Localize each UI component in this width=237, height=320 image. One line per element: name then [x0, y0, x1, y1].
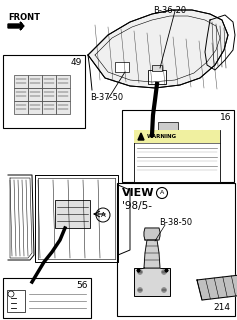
Bar	[56, 101, 70, 114]
Bar	[55, 200, 90, 228]
Text: A: A	[101, 212, 105, 218]
Text: 49: 49	[71, 58, 82, 67]
Bar	[28, 75, 42, 88]
Bar	[42, 101, 56, 114]
Circle shape	[137, 287, 142, 292]
Bar	[14, 75, 28, 88]
Bar	[28, 88, 42, 101]
Bar	[148, 70, 166, 84]
Bar	[14, 101, 28, 114]
Polygon shape	[88, 10, 228, 88]
Text: A: A	[160, 190, 164, 196]
Text: '98/5-: '98/5-	[122, 201, 152, 211]
Polygon shape	[8, 22, 24, 30]
Text: VIEW: VIEW	[122, 188, 155, 198]
Circle shape	[137, 269, 142, 275]
Polygon shape	[197, 275, 237, 300]
Bar	[7, 290, 25, 312]
Bar	[56, 75, 70, 88]
Text: B-36-20: B-36-20	[153, 6, 186, 15]
Text: B-37-50: B-37-50	[90, 93, 123, 102]
Text: FRONT: FRONT	[8, 13, 40, 22]
Bar	[14, 88, 28, 101]
Bar	[3, 278, 91, 318]
Bar	[152, 65, 162, 71]
Polygon shape	[144, 240, 160, 268]
Text: 56: 56	[77, 281, 88, 290]
Bar	[3, 55, 85, 128]
Circle shape	[161, 269, 167, 275]
Text: 16: 16	[219, 113, 231, 122]
Bar	[117, 183, 235, 316]
Text: WARNING: WARNING	[147, 134, 177, 140]
Bar	[134, 130, 220, 182]
Bar	[115, 62, 129, 72]
Bar	[122, 110, 234, 182]
Bar	[134, 268, 170, 296]
Bar	[158, 122, 178, 130]
Text: 214: 214	[213, 303, 230, 312]
Polygon shape	[144, 228, 160, 240]
Bar	[42, 75, 56, 88]
Bar	[56, 88, 70, 101]
Bar	[28, 101, 42, 114]
Polygon shape	[138, 133, 144, 140]
Text: B-38-50: B-38-50	[159, 218, 192, 227]
Bar	[42, 88, 56, 101]
Bar	[134, 130, 220, 143]
Circle shape	[161, 287, 167, 292]
